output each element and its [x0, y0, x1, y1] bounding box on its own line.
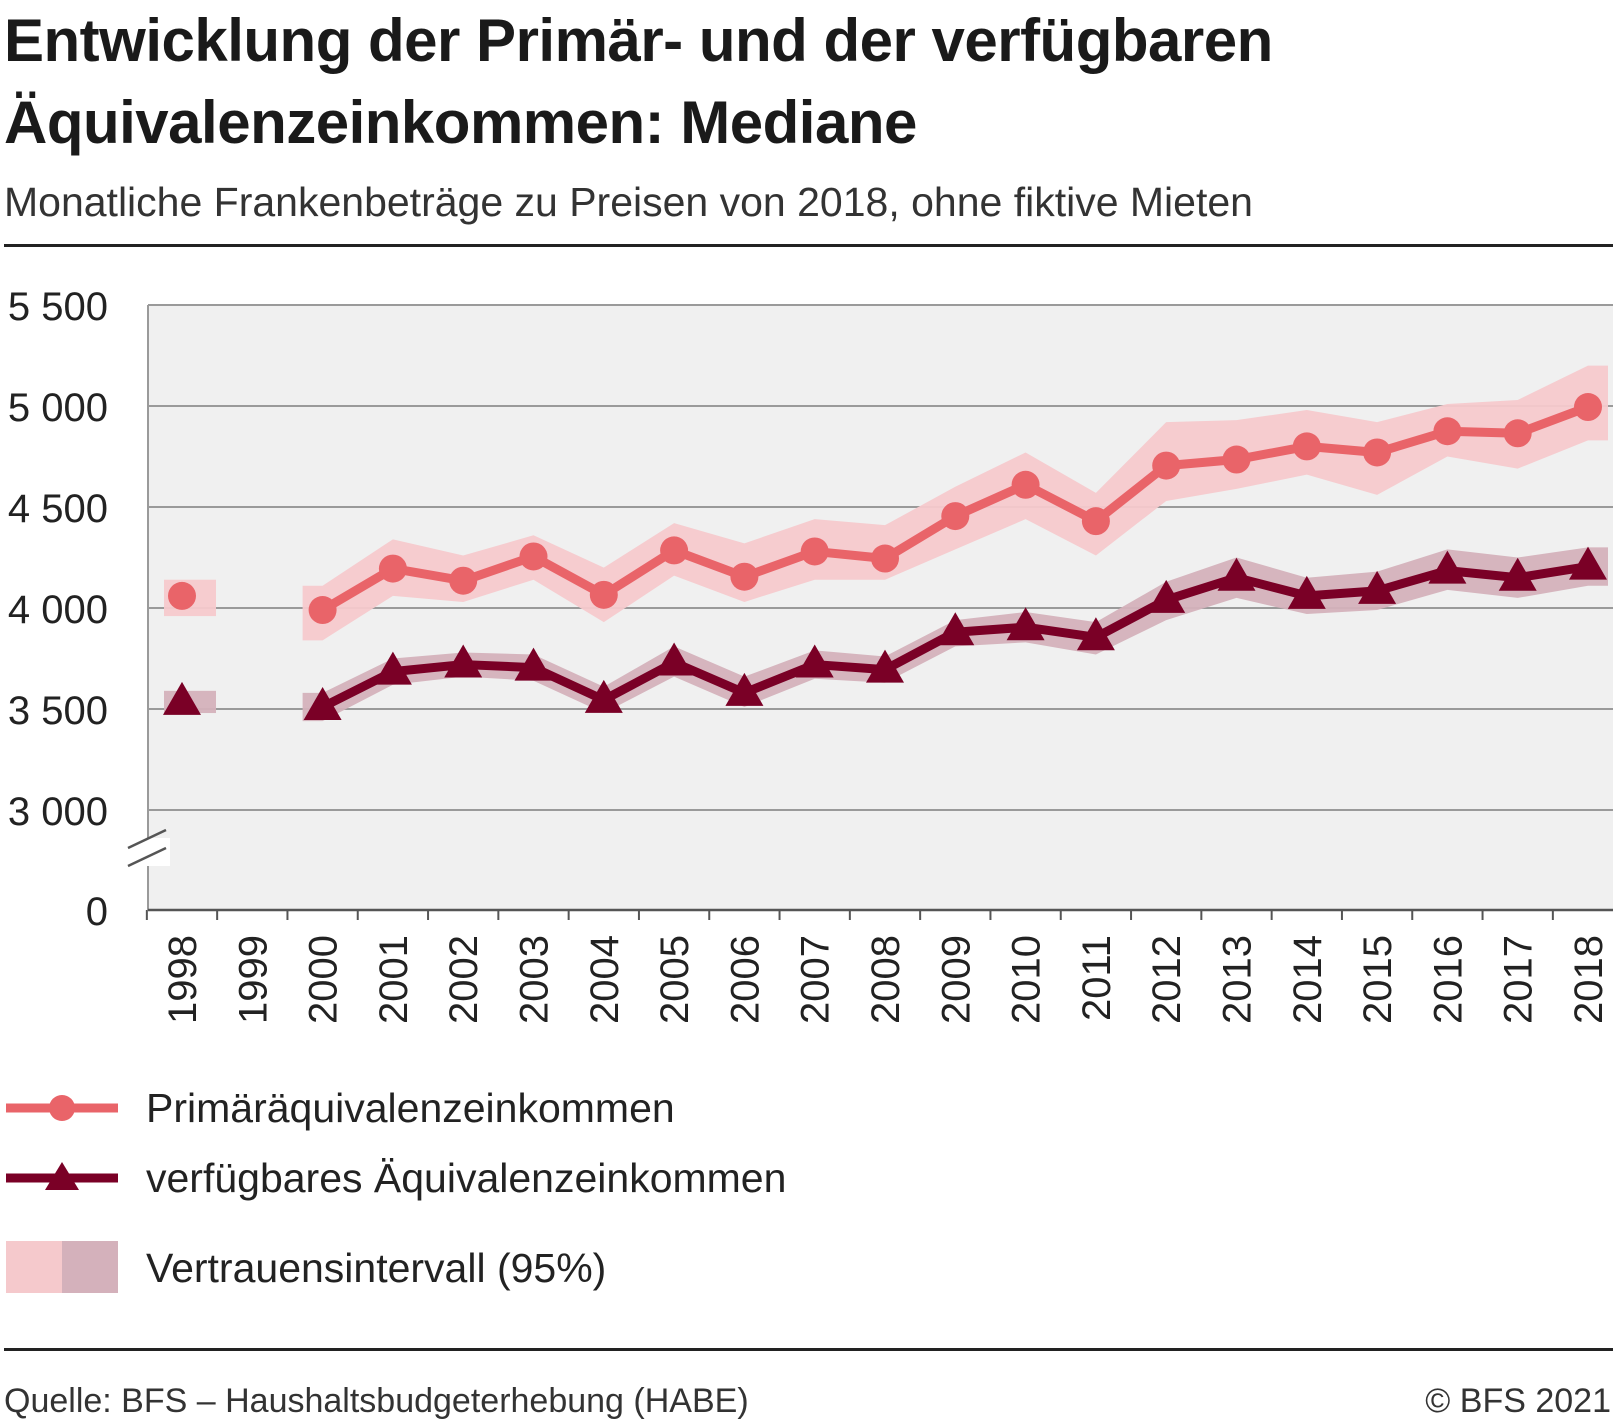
x-tick-label: 2016 — [1426, 935, 1470, 1024]
data-point-triangle — [1217, 557, 1256, 591]
legend-item-ci: Vertrauensintervall (95%) — [4, 1235, 904, 1295]
x-tick-label: 1998 — [161, 935, 205, 1024]
y-tick-label: 5 500 — [8, 285, 108, 329]
data-point-triangle — [795, 644, 834, 678]
data-point-triangle — [514, 647, 553, 681]
legend-label-ci: Vertrauensintervall (95%) — [146, 1245, 607, 1291]
data-point-circle — [378, 554, 407, 583]
x-tick-label: 2001 — [372, 935, 416, 1024]
data-point-triangle — [584, 679, 623, 713]
x-tick-label: 2012 — [1145, 935, 1189, 1024]
header-divider — [4, 244, 1613, 247]
data-point-circle — [1574, 393, 1602, 422]
gridlines — [148, 304, 1613, 811]
data-point-circle — [168, 581, 196, 610]
x-tick-label: 2005 — [653, 935, 697, 1024]
data-point-circle — [1152, 451, 1181, 480]
chart-title-line1: Entwicklung der Primär- und der verfügba… — [4, 7, 1273, 74]
x-tick-label: 2011 — [1075, 935, 1119, 1021]
legend-label-disposable: verfügbares Äquivalenzeinkommen — [146, 1155, 787, 1201]
x-tick-label: 2018 — [1567, 935, 1611, 1024]
data-point-circle — [1081, 507, 1110, 536]
x-tick-label: 2008 — [864, 935, 908, 1024]
x-tick-label: 2010 — [1005, 935, 1049, 1024]
data-point-circle — [660, 536, 689, 565]
series-markers — [163, 393, 1607, 720]
x-tick-label: 2006 — [723, 935, 767, 1024]
y-axis-tick-labels: 0 3 000 3 500 4 000 4 500 5 000 5 500 — [8, 285, 108, 934]
chart-title-line2: Äquivalenzeinkommen: Mediane — [4, 89, 917, 156]
data-point-circle — [1011, 470, 1040, 499]
data-point-triangle — [655, 642, 694, 676]
source-note: Quelle: BFS – Haushaltsbudgeterhebung (H… — [4, 1382, 749, 1420]
x-tick-label: 2017 — [1497, 935, 1541, 1024]
data-point-triangle — [444, 644, 483, 678]
x-tick-label: 2004 — [583, 935, 627, 1024]
chart-subtitle: Monatliche Frankenbeträge zu Preisen von… — [4, 179, 1253, 225]
legend-label-primary: Primäräquivalenzeinkommen — [146, 1085, 675, 1131]
data-point-circle — [1433, 417, 1462, 446]
legend-line-triangle-icon — [6, 1162, 118, 1190]
x-axis: 1998 1999 2000 2001 2002 2003 2004 2005 2006 2007… — [145, 305, 1613, 1024]
legend-ci-swatch-icon — [6, 1241, 118, 1293]
data-point-triangle — [1147, 579, 1186, 613]
y-tick-label: 0 — [86, 890, 108, 934]
data-point-triangle — [163, 681, 201, 715]
x-tick-label: 2013 — [1216, 935, 1260, 1024]
copyright-note: © BFS 2021 — [1425, 1382, 1611, 1420]
y-tick-label: 4 000 — [8, 588, 108, 632]
data-point-triangle — [1498, 557, 1537, 591]
data-point-triangle — [1428, 550, 1467, 584]
axis-break-icon — [120, 828, 170, 868]
x-tick-label: 2007 — [794, 935, 838, 1024]
data-point-circle — [1503, 419, 1532, 448]
data-point-circle — [1363, 438, 1392, 467]
x-tick-label: 2000 — [302, 935, 346, 1024]
legend-line-circle-icon — [6, 1095, 118, 1121]
data-point-triangle — [1569, 546, 1607, 580]
line-chart: 0 3 000 3 500 4 000 4 500 5 000 5 500 1998 1999… — [8, 285, 1613, 1024]
data-point-circle — [308, 596, 337, 625]
x-tick-label: 2003 — [513, 935, 557, 1024]
data-point-triangle — [303, 686, 342, 720]
data-point-circle — [730, 562, 759, 591]
data-point-circle — [941, 502, 970, 531]
data-point-triangle — [866, 649, 904, 683]
x-tick-label: 2015 — [1356, 935, 1400, 1024]
data-point-circle — [800, 537, 829, 566]
data-point-triangle — [373, 651, 412, 685]
chart-title: Entwicklung der Primär- und der verfügba… — [4, 0, 1604, 164]
legend-item-disposable: verfügbares Äquivalenzeinkommen — [4, 1140, 904, 1201]
data-point-circle — [449, 566, 478, 595]
y-tick-label: 4 500 — [8, 487, 108, 531]
data-point-triangle — [725, 672, 764, 706]
y-tick-label: 5 000 — [8, 386, 108, 430]
axis-break-mark — [127, 846, 167, 868]
data-point-triangle — [1287, 575, 1326, 609]
data-point-triangle — [936, 612, 975, 646]
data-point-circle — [519, 542, 548, 571]
data-point-circle — [1222, 445, 1251, 474]
axis-break-mark — [127, 828, 167, 850]
footer-divider — [4, 1348, 1613, 1351]
data-point-triangle — [1076, 617, 1115, 651]
y-tick-label: 3 000 — [8, 790, 108, 834]
x-tick-label: 2002 — [442, 935, 486, 1024]
x-tick-label: 1999 — [231, 935, 275, 1024]
x-tick-label: 2009 — [934, 935, 978, 1024]
data-point-triangle — [1358, 570, 1397, 604]
x-tick-label: 2014 — [1286, 935, 1330, 1024]
axis-break-gap — [120, 838, 170, 866]
data-point-triangle — [1006, 607, 1045, 641]
legend-item-primary: Primäräquivalenzeinkommen — [4, 1070, 904, 1131]
data-point-circle — [1292, 432, 1321, 461]
data-point-circle — [589, 580, 618, 609]
data-point-circle — [871, 544, 899, 573]
y-tick-label: 3 500 — [8, 689, 108, 733]
